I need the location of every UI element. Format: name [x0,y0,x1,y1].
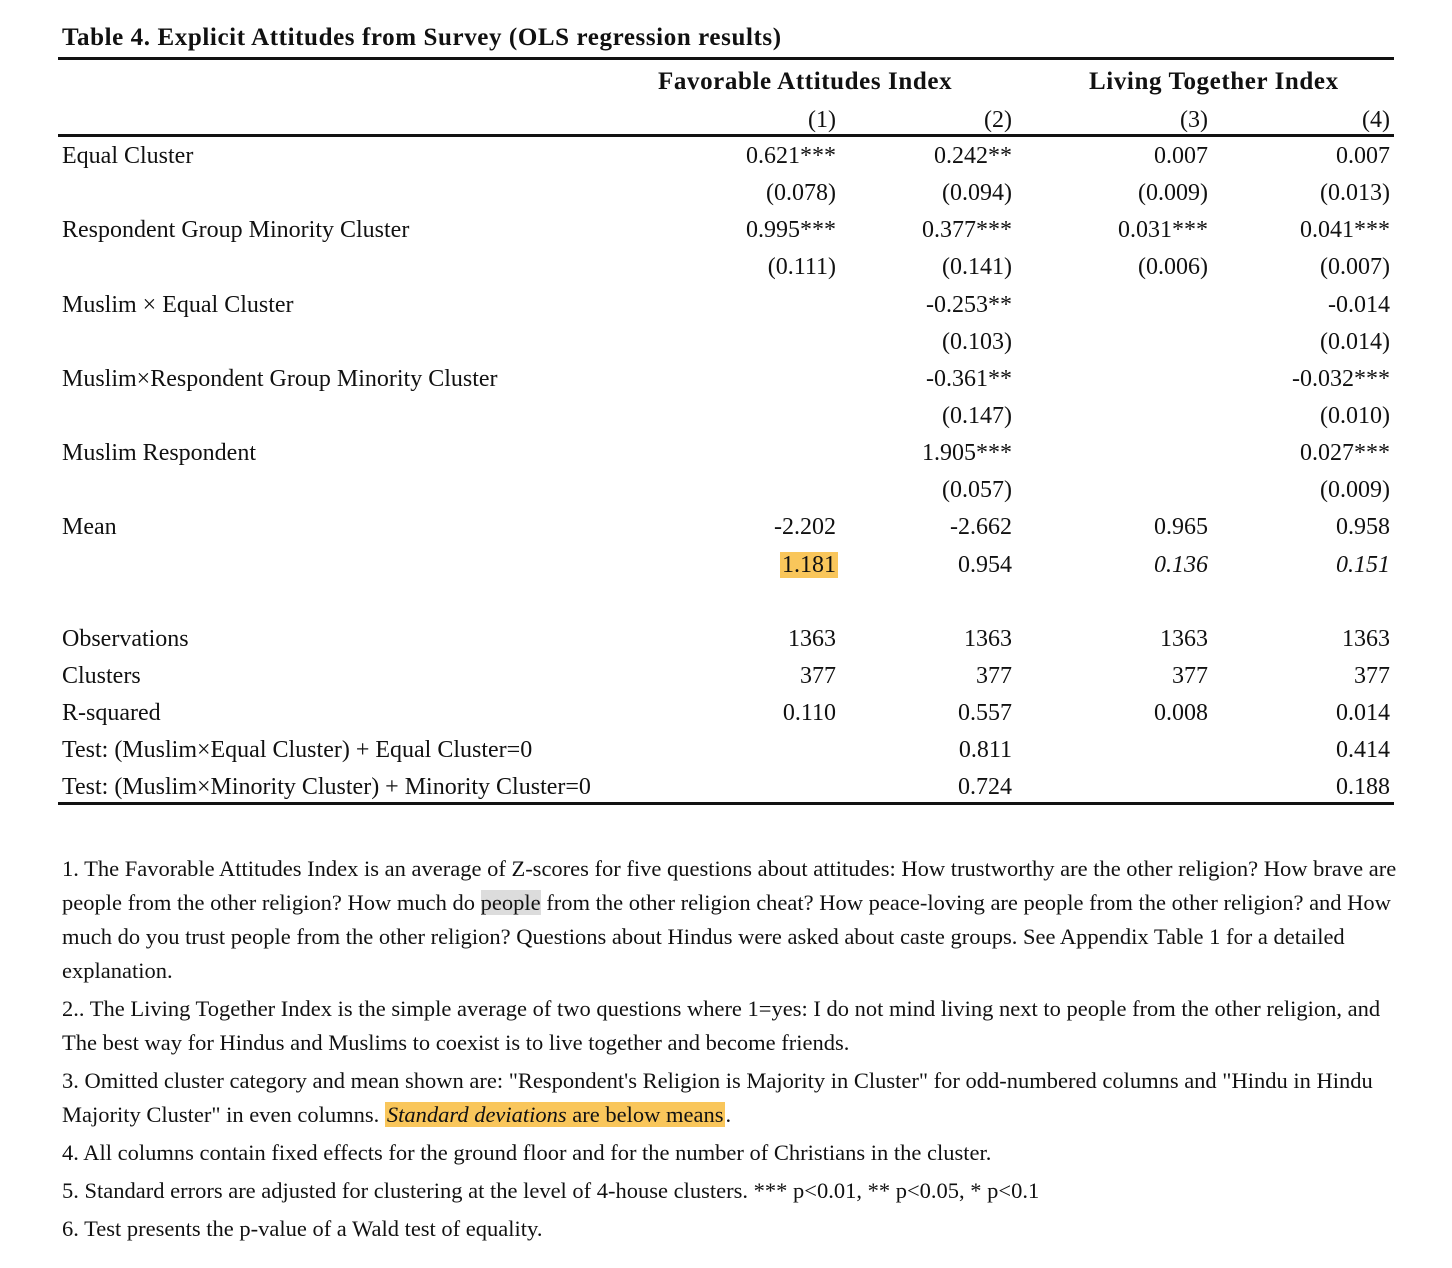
note-text: . [725,1102,732,1127]
table-cell: 0.958 [1336,514,1390,540]
table-cell: (0.094) [942,180,1012,206]
highlighted-sd-value: 1.181 [780,552,838,578]
table-cell: 0.621*** [746,143,836,169]
table-cell: -2.202 [774,514,836,540]
table-cell: 1363 [964,626,1012,652]
note-text: 3. Omitted cluster category and mean sho… [62,1068,1373,1127]
highlighted-cell: 1.181 [780,551,838,579]
table-cell: 377 [1354,663,1390,689]
table-cell: (0.103) [942,329,1012,355]
table-cell: 0.027*** [1300,440,1390,466]
table-cell: 0.242** [934,143,1012,169]
table-cell: (0.141) [942,254,1012,280]
row-label: Mean [62,514,117,540]
table-cell: (0.006) [1138,254,1208,280]
note-3: 3. Omitted cluster category and mean sho… [62,1064,1402,1132]
table-cell: (0.111) [767,254,836,280]
table-cell: 0.041*** [1300,217,1390,243]
table-cell: (0.147) [942,403,1012,429]
table-cell: -2.662 [950,514,1012,540]
note-5: 5. Standard errors are adjusted for clus… [62,1178,1040,1203]
table-cell: 0.008 [1154,700,1208,726]
note-2: 2.. The Living Together Index is the sim… [62,996,1381,1055]
table-cell: (0.013) [1320,180,1390,206]
table-cell: 0.954 [958,552,1012,578]
stat-label: R-squared [62,700,161,726]
table-cell: 0.724 [958,774,1012,800]
table-cell: 377 [800,663,836,689]
table-cell: (0.009) [1320,477,1390,503]
table-cell: 0.965 [1154,514,1208,540]
table-cell: 0.377*** [922,217,1012,243]
table-cell: 1363 [788,626,836,652]
stat-label: Test: (Muslim×Equal Cluster) + Equal Clu… [62,737,533,763]
table-cell: (0.009) [1138,180,1208,206]
table-cell: (0.078) [766,180,836,206]
table-cell: 0.110 [782,700,836,726]
table-cell: (0.007) [1320,254,1390,280]
table-cell: 0.811 [958,737,1012,763]
stat-label: Clusters [62,663,141,689]
table-cell: 0.031*** [1118,217,1208,243]
table-cell: -0.253** [926,292,1012,318]
highlighted-text: are below means [566,1102,724,1127]
table-cell: 0.014 [1336,700,1390,726]
header-living-together: Living Together Index [1089,68,1339,95]
table-cell: (0.057) [942,477,1012,503]
table-cell: 1363 [1342,626,1390,652]
table-cell: (0.014) [1320,329,1390,355]
highlighted-italic-text: Standard deviations [386,1102,567,1127]
table-cell: 377 [976,663,1012,689]
row-label: Muslim × Equal Cluster [62,292,294,318]
table-cell: 0.136 [1154,552,1208,578]
table-cell: 0.007 [1154,143,1208,169]
note-1: 1. The Favorable Attitudes Index is an a… [62,852,1402,988]
table-cell: 0.007 [1336,143,1390,169]
table-cell: -0.032*** [1292,366,1390,392]
header-rule [58,134,1394,137]
header-favorable-attitudes: Favorable Attitudes Index [658,68,953,95]
row-label: Muslim Respondent [62,440,257,466]
note-text: from the other religion cheat? How peace… [62,890,1391,983]
table-cell: (0.010) [1320,403,1390,429]
bottom-rule [58,802,1394,805]
col-header-4: (4) [1362,107,1390,133]
table-cell: 0.188 [1336,774,1390,800]
note-4: 4. All columns contain fixed effects for… [62,1140,992,1165]
top-rule [58,57,1394,60]
table-cell: -0.361** [926,366,1012,392]
table-cell: 0.557 [958,700,1012,726]
row-label: Muslim×Respondent Group Minority Cluster [62,366,498,392]
row-label: Respondent Group Minority Cluster [62,217,410,243]
table-cell: 1.905*** [922,440,1012,466]
table-cell: 0.151 [1336,552,1390,578]
table-cell: 0.995*** [746,217,836,243]
note-6: 6. Test presents the p-value of a Wald t… [62,1216,543,1241]
stat-label: Test: (Muslim×Minority Cluster) + Minori… [62,774,591,800]
highlighted-phrase: Standard deviations are below means [384,1102,726,1127]
note-text: 1. The Favorable Attitudes Index is an a… [62,856,1397,915]
table-cell: 1363 [1160,626,1208,652]
table-cell: 377 [1172,663,1208,689]
col-header-3: (3) [1180,107,1208,133]
table-cell: -0.014 [1328,292,1390,318]
col-header-1: (1) [808,107,836,133]
table-notes: 1. The Favorable Attitudes Index is an a… [62,852,1402,1250]
col-header-2: (2) [984,107,1012,133]
stat-label: Observations [62,626,189,652]
highlighted-word: people [480,890,541,915]
table-title: Table 4. Explicit Attitudes from Survey … [62,24,782,51]
table-cell: 0.414 [1336,737,1390,763]
row-label: Equal Cluster [62,143,194,169]
